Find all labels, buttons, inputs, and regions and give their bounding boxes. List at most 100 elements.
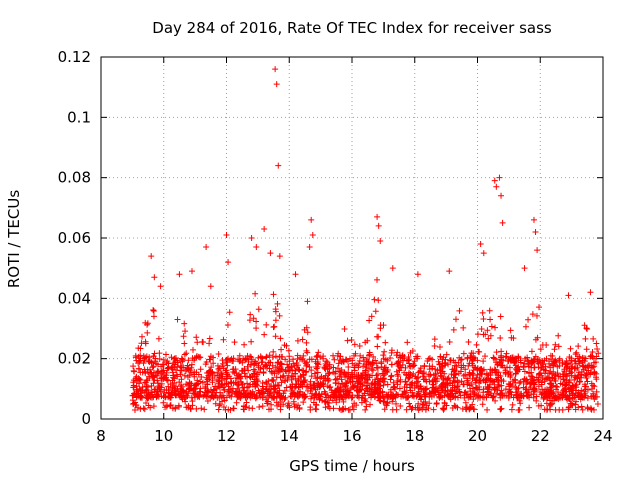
data-point — [363, 403, 370, 410]
data-point — [450, 374, 457, 381]
data-point — [245, 367, 252, 374]
data-point — [368, 313, 375, 320]
data-point — [249, 405, 256, 412]
data-point — [348, 394, 355, 401]
data-point — [184, 392, 191, 399]
data-point — [292, 271, 299, 278]
x-tick-label: 8 — [96, 427, 106, 445]
data-point — [552, 357, 559, 364]
data-point — [165, 365, 172, 372]
data-point — [375, 297, 382, 304]
data-point — [460, 362, 467, 369]
data-point — [394, 349, 401, 356]
data-point — [366, 374, 373, 381]
data-point — [225, 259, 232, 266]
data-point — [349, 378, 356, 385]
data-point — [322, 391, 329, 398]
data-point — [387, 376, 394, 383]
data-point — [594, 401, 601, 408]
data-point — [543, 342, 550, 349]
data-point — [477, 241, 484, 248]
data-point — [395, 373, 402, 380]
data-point — [164, 365, 171, 372]
data-point — [368, 381, 375, 388]
data-point — [284, 361, 291, 368]
data-point — [222, 406, 229, 413]
data-point — [336, 405, 343, 412]
data-point — [368, 366, 375, 373]
data-point — [138, 393, 145, 400]
data-point — [429, 384, 436, 391]
data-point — [549, 352, 556, 359]
data-point — [159, 361, 166, 368]
x-tick-label: 10 — [154, 427, 173, 445]
data-point — [375, 379, 382, 386]
data-point — [578, 403, 585, 410]
data-point — [150, 373, 157, 380]
axis-ticks: 8 10 12 14 16 18 20 22 24 0 0.02 0.04 0.06 0.08 0.1 0.1… — [58, 48, 613, 445]
data-point — [551, 346, 558, 353]
data-point — [137, 345, 144, 352]
data-point — [148, 382, 155, 389]
data-point — [160, 356, 167, 363]
data-point — [244, 380, 251, 387]
data-point — [552, 406, 559, 413]
data-point — [292, 375, 299, 382]
data-point — [207, 283, 214, 290]
data-point — [566, 354, 573, 361]
data-point — [446, 338, 453, 345]
data-point — [438, 373, 445, 380]
data-point — [272, 308, 279, 315]
data-point — [377, 322, 384, 329]
data-point — [154, 369, 161, 376]
data-point — [332, 380, 339, 387]
data-point — [366, 317, 373, 324]
data-point — [466, 382, 473, 389]
data-point — [232, 366, 239, 373]
data-point — [568, 387, 575, 394]
data-point — [339, 406, 346, 413]
data-point — [344, 337, 351, 344]
x-tick-label: 14 — [280, 427, 299, 445]
data-point — [494, 387, 501, 394]
data-point — [436, 361, 443, 368]
data-point — [488, 323, 495, 330]
data-point — [248, 354, 255, 361]
data-point — [397, 362, 404, 369]
data-point — [487, 332, 494, 339]
data-point — [281, 342, 288, 349]
data-point — [526, 404, 533, 411]
data-point — [134, 377, 141, 384]
data-point — [533, 393, 540, 400]
data-point — [148, 253, 155, 260]
data-point — [576, 379, 583, 386]
data-point — [142, 338, 149, 345]
data-point — [466, 369, 473, 376]
data-point — [356, 343, 363, 350]
data-point — [346, 406, 353, 413]
data-point — [197, 388, 204, 395]
data-point — [480, 358, 487, 365]
data-point — [423, 402, 430, 409]
data-point — [219, 363, 226, 370]
data-point — [228, 393, 235, 400]
data-point — [515, 354, 522, 361]
data-point — [284, 364, 291, 371]
data-point — [242, 373, 249, 380]
data-point — [482, 353, 489, 360]
data-point — [261, 225, 268, 232]
data-point — [489, 367, 496, 374]
data-point — [339, 380, 346, 387]
data-point — [307, 381, 314, 388]
data-point — [156, 386, 163, 393]
data-point — [245, 383, 252, 390]
data-point — [286, 404, 293, 411]
data-point — [545, 388, 552, 395]
data-point — [248, 235, 255, 241]
data-point — [546, 370, 553, 377]
data-point — [566, 367, 573, 374]
data-point — [462, 366, 469, 373]
data-point — [262, 386, 269, 393]
data-point — [428, 393, 435, 400]
data-point — [251, 376, 258, 383]
